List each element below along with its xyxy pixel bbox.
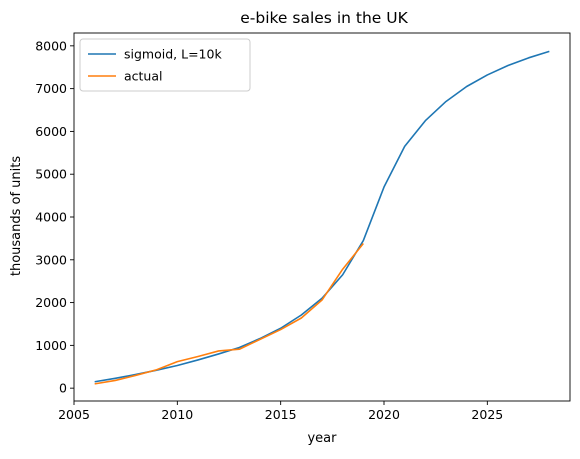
chart-title: e-bike sales in the UK (240, 9, 408, 27)
y-tick-label-4: 4000 (35, 210, 67, 225)
series-line-0 (94, 50, 550, 383)
legend-label-1: actual (124, 69, 163, 84)
y-tick-label-6: 6000 (35, 124, 67, 139)
y-axis: 0 1000 2000 3000 4000 5000 6000 7000 8000 (35, 38, 74, 396)
y-tick-label-5: 5000 (35, 167, 67, 182)
x-tick-label-2: 2015 (265, 407, 297, 422)
legend-box (79, 38, 251, 92)
series-line-1 (94, 243, 364, 385)
y-tick-label-8: 8000 (35, 38, 67, 53)
x-tick-label-0: 2005 (58, 407, 90, 422)
x-axis-label: year (307, 431, 337, 446)
y-tick-label-2: 2000 (35, 295, 67, 310)
y-tick-label-7: 7000 (35, 81, 67, 96)
x-tick-label-3: 2020 (368, 407, 400, 422)
x-axis: 2005 2010 2015 2020 2025 (58, 401, 503, 422)
y-axis-label: thousands of units (9, 156, 24, 277)
x-tick-label-1: 2010 (161, 407, 193, 422)
y-tick-label-3: 3000 (35, 252, 67, 267)
y-tick-label-0: 0 (59, 381, 67, 396)
legend-label-0: sigmoid, L=10k (124, 47, 222, 62)
y-tick-label-1: 1000 (35, 338, 67, 353)
legend: sigmoid, L=10k actual (79, 38, 251, 92)
x-tick-label-4: 2025 (471, 407, 503, 422)
